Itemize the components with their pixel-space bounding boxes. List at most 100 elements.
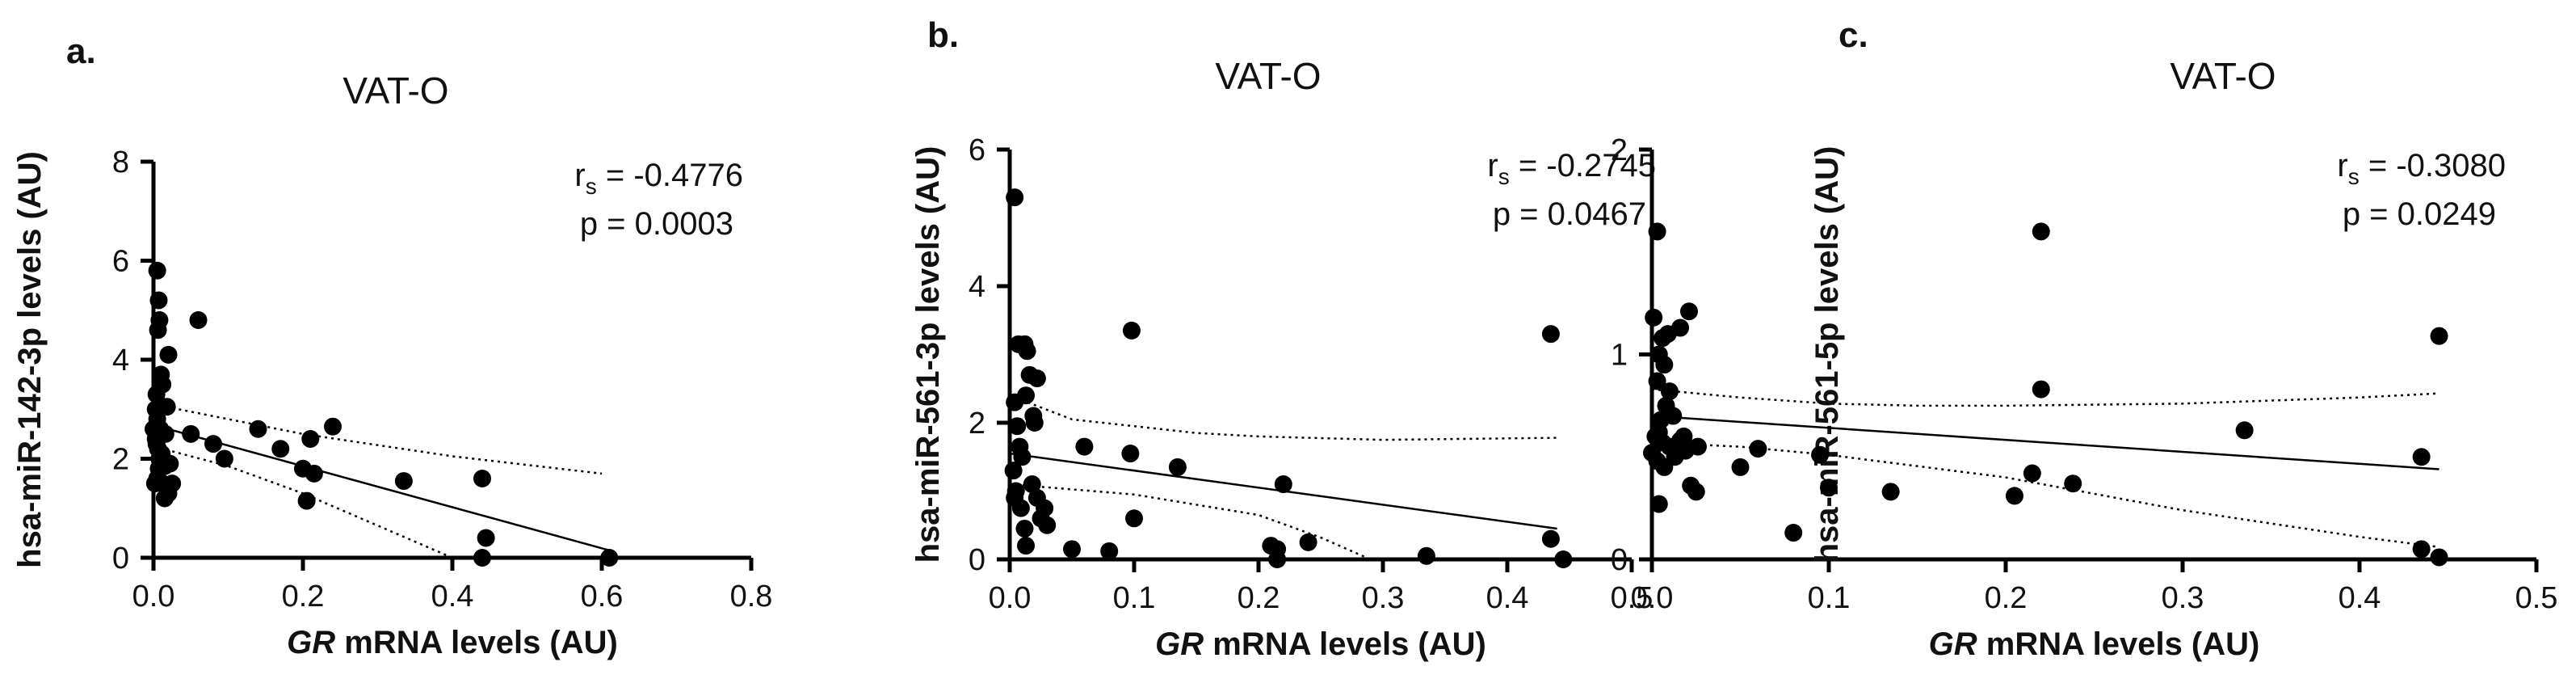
ci-upper-band bbox=[1009, 394, 1557, 441]
p-value: p = 0.0003 bbox=[580, 206, 733, 242]
data-point bbox=[1018, 342, 1036, 361]
x-axis-title-gene: GR bbox=[1929, 626, 1977, 662]
data-point bbox=[1881, 483, 1900, 501]
data-point bbox=[1008, 417, 1027, 436]
data-point bbox=[249, 420, 267, 438]
y-tick-label: 0 bbox=[969, 543, 985, 577]
x-tick-label: 0.6 bbox=[581, 580, 624, 614]
data-point bbox=[2430, 548, 2448, 567]
data-point bbox=[1649, 495, 1668, 513]
chart-panel-2: b. VAT-O 0.0 0.1 0.2 0.3 0.4 0.5 0 2 4 6 hsa-miR-561… bbox=[910, 15, 1656, 662]
data-point bbox=[1004, 462, 1023, 480]
panel-letter: a. bbox=[66, 32, 96, 71]
data-point bbox=[1645, 308, 1663, 327]
regression-line bbox=[153, 424, 610, 552]
data-point bbox=[324, 417, 342, 436]
data-point bbox=[1023, 475, 1041, 494]
data-point bbox=[2412, 540, 2431, 559]
x-tick-label: 0.3 bbox=[2162, 581, 2204, 615]
data-point bbox=[1299, 533, 1317, 551]
y-tick-label: 1 bbox=[1611, 339, 1628, 373]
stat-r-subscript: s bbox=[1498, 164, 1510, 189]
data-point bbox=[1100, 542, 1119, 560]
data-point bbox=[1125, 509, 1143, 528]
y-tick-label: 0 bbox=[112, 542, 129, 576]
data-point bbox=[149, 321, 167, 340]
data-point bbox=[163, 474, 182, 493]
data-point bbox=[1554, 550, 1573, 568]
data-point bbox=[1731, 458, 1750, 476]
ci-upper-band bbox=[153, 403, 603, 475]
data-point bbox=[145, 420, 162, 438]
y-axis-title: hsa-miR-561-5p levels (AU) bbox=[1809, 146, 1845, 563]
data-point bbox=[1643, 444, 1661, 462]
data-point bbox=[2412, 448, 2431, 466]
stat-r-value: = -0.4776 bbox=[597, 158, 743, 193]
data-point bbox=[600, 549, 619, 567]
data-point bbox=[148, 261, 166, 280]
y-tick-label: 2 bbox=[1611, 133, 1628, 167]
data-point bbox=[1541, 325, 1560, 344]
spearman-r: rs = -0.3080 bbox=[2337, 148, 2506, 189]
data-point bbox=[1274, 475, 1292, 494]
x-tick-label: 0.0 bbox=[1631, 581, 1674, 615]
y-tick-label: 2 bbox=[112, 443, 129, 477]
data-point bbox=[147, 385, 166, 403]
y-axis-title: hsa-miR-561-3p levels (AU) bbox=[910, 146, 946, 563]
x-tick-label: 0.2 bbox=[1238, 581, 1280, 615]
data-point bbox=[1013, 448, 1032, 466]
x-tick-label: 0.3 bbox=[1362, 581, 1405, 615]
data-point bbox=[1811, 445, 1830, 464]
data-point bbox=[2032, 222, 2050, 241]
data-point bbox=[1036, 499, 1054, 517]
y-tick-label: 0 bbox=[1611, 543, 1628, 577]
data-point bbox=[1648, 222, 1666, 241]
data-point bbox=[1038, 516, 1057, 534]
data-point bbox=[2032, 380, 2050, 399]
ci-lower-band bbox=[1651, 441, 2439, 549]
stat-r-symbol: r bbox=[1487, 148, 1498, 183]
x-tick-label: 0.2 bbox=[282, 580, 325, 614]
data-point bbox=[147, 435, 166, 453]
data-point bbox=[1006, 393, 1024, 411]
data-point bbox=[1660, 382, 1679, 401]
data-point bbox=[189, 311, 208, 329]
x-axis-title: GR mRNA levels (AU) bbox=[287, 625, 618, 660]
p-value: p = 0.0467 bbox=[1493, 196, 1646, 232]
data-point bbox=[1122, 321, 1141, 340]
data-point bbox=[204, 435, 222, 453]
panel-letter: c. bbox=[1838, 15, 1868, 55]
stat-r-subscript: s bbox=[586, 174, 597, 199]
data-point bbox=[1027, 369, 1046, 388]
x-tick-label: 0.0 bbox=[132, 580, 175, 614]
data-point bbox=[1417, 546, 1435, 565]
data-point bbox=[1820, 479, 1838, 497]
data-point bbox=[155, 489, 174, 508]
data-point bbox=[149, 459, 168, 478]
data-point bbox=[1063, 540, 1081, 559]
data-point bbox=[2430, 327, 2448, 345]
y-tick-label: 4 bbox=[969, 270, 985, 304]
data-point bbox=[1648, 372, 1666, 390]
chart-panel-3: c. VAT-O 0.0 0.1 0.2 0.3 0.4 0.5 0 1 2 hsa-miR-561-… bbox=[1611, 15, 2558, 662]
data-point bbox=[1168, 458, 1187, 476]
data-point bbox=[1655, 458, 1674, 476]
x-tick-label: 0.5 bbox=[1611, 581, 1654, 615]
x-axis-title-gene: GR bbox=[287, 625, 335, 660]
regression-line bbox=[1651, 415, 2439, 470]
data-point bbox=[301, 430, 320, 448]
y-tick-label: 6 bbox=[112, 245, 129, 279]
data-point bbox=[182, 424, 200, 443]
data-point bbox=[146, 400, 165, 419]
data-point bbox=[1541, 529, 1560, 548]
x-tick-label: 0.2 bbox=[1985, 581, 2028, 615]
data-point bbox=[1679, 302, 1698, 321]
x-tick-label: 0.4 bbox=[1486, 581, 1529, 615]
panel-letter: b. bbox=[927, 15, 959, 55]
spearman-r: rs = -0.4776 bbox=[574, 158, 743, 199]
x-axis-title: GR mRNA levels (AU) bbox=[1929, 626, 2260, 662]
data-point bbox=[1017, 537, 1036, 555]
x-axis-title-rest: mRNA levels (AU) bbox=[1204, 626, 1486, 662]
ci-upper-band bbox=[1651, 388, 2439, 407]
